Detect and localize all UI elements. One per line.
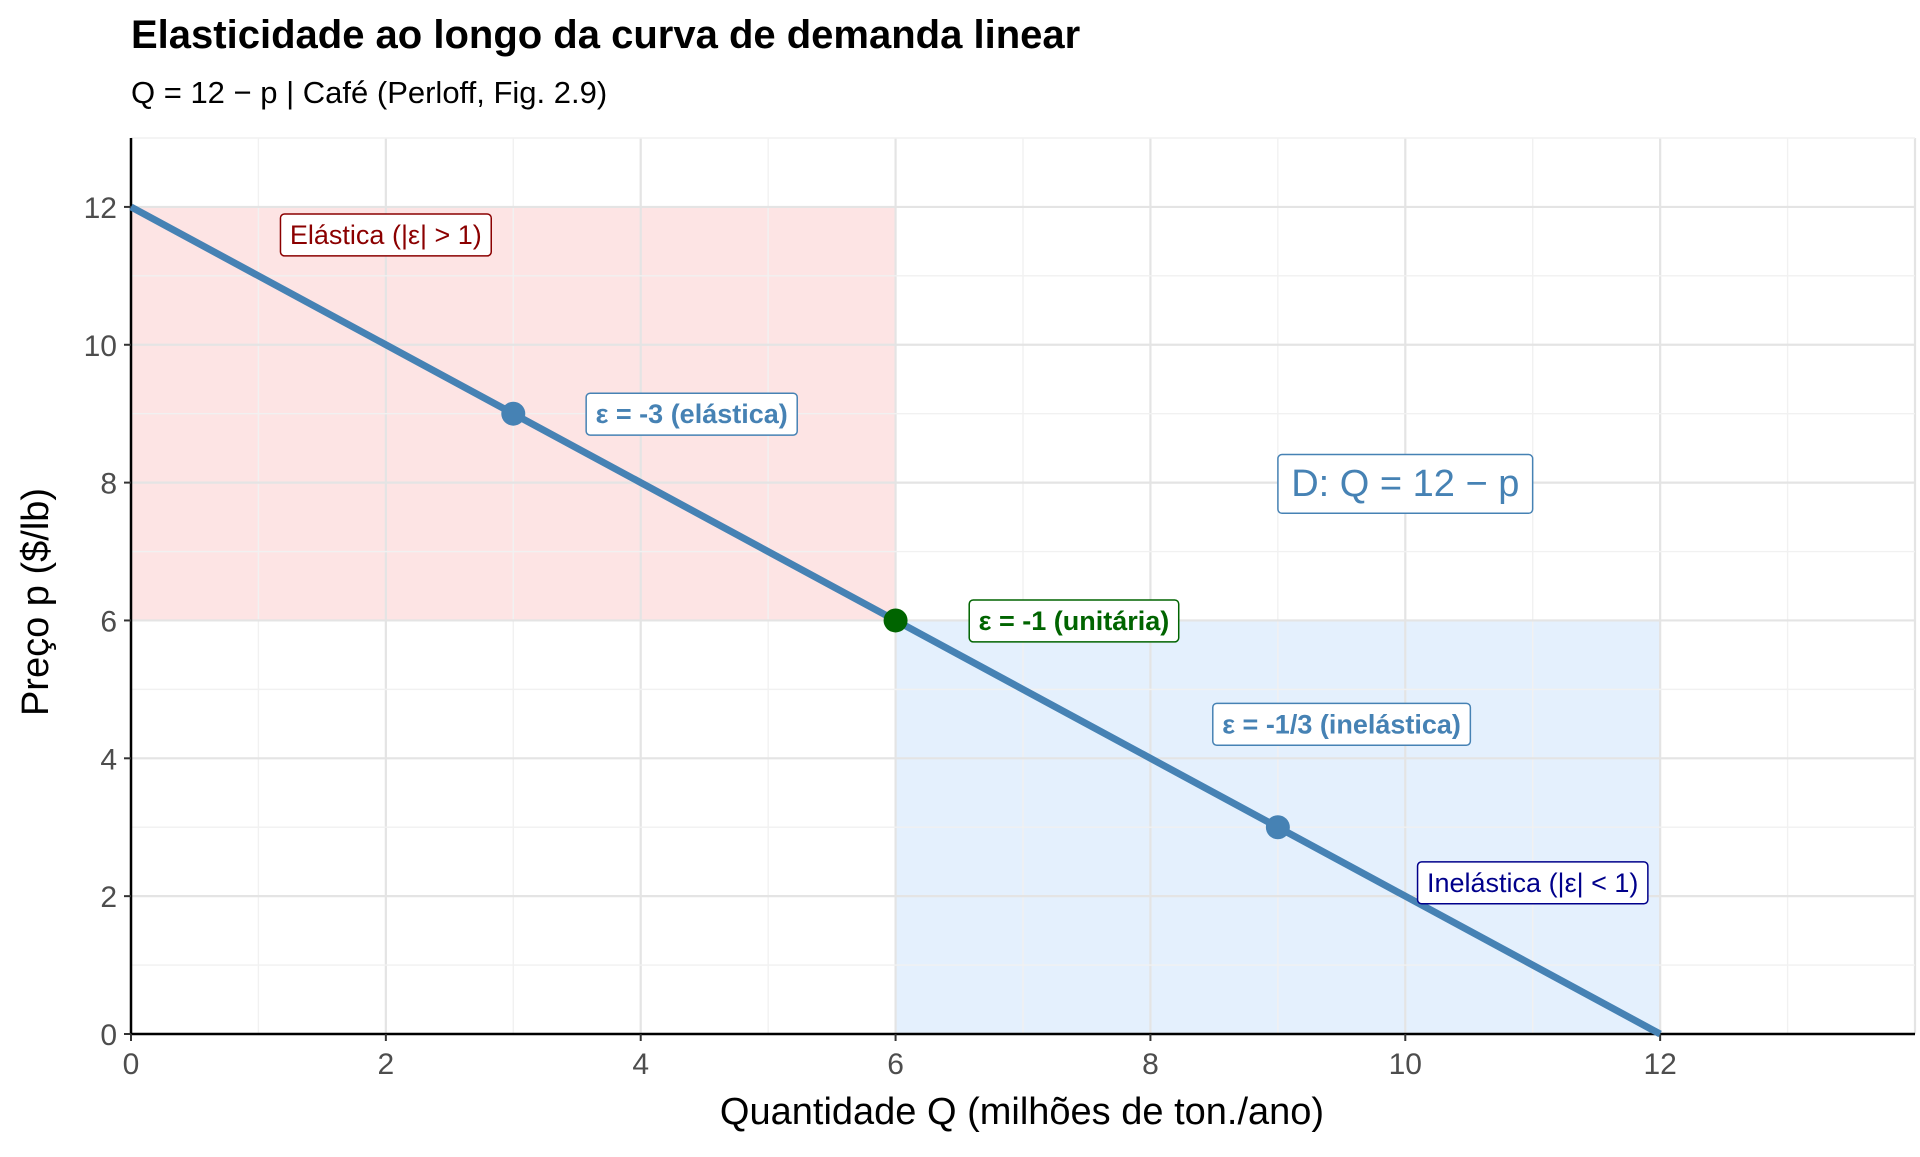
x-axis-label: Quantidade Q (milhões de ton./ano) bbox=[720, 1091, 1324, 1133]
demand-curve-label-text: D: Q = 12 − p bbox=[1291, 463, 1519, 505]
x-tick-label: 4 bbox=[632, 1048, 649, 1081]
x-tick-label: 8 bbox=[1142, 1048, 1159, 1081]
demand-curve-label: D: Q = 12 − p bbox=[1277, 453, 1534, 515]
elasticity-point-label-1-box bbox=[585, 392, 798, 436]
elasticity-point-label-3-text: ε = -1/3 (inelástica) bbox=[1222, 709, 1461, 739]
x-tick-label: 12 bbox=[1643, 1048, 1676, 1081]
inelastic-region-label: Inelástica (|ε| < 1) bbox=[1416, 861, 1649, 905]
y-tick-label: 0 bbox=[100, 1019, 117, 1052]
chart-title: Elasticidade ao longo da curva de demand… bbox=[131, 13, 1080, 57]
elasticity-point-label-3-box bbox=[1212, 702, 1472, 746]
x-tick-label: 0 bbox=[123, 1048, 140, 1081]
inelastic-region-label-text: Inelástica (|ε| < 1) bbox=[1427, 868, 1638, 898]
chart-subtitle: Q = 12 − p | Café (Perloff, Fig. 2.9) bbox=[131, 75, 607, 110]
y-tick-label: 2 bbox=[100, 881, 117, 914]
y-tick-label: 4 bbox=[100, 743, 117, 776]
elasticity-point-label-2: ε = -1 (unitária) bbox=[968, 599, 1180, 643]
y-tick-label: 8 bbox=[100, 468, 117, 501]
elasticity-point-label-3: ε = -1/3 (inelástica) bbox=[1212, 702, 1472, 746]
elasticity-point-1 bbox=[501, 401, 526, 426]
y-tick-label: 6 bbox=[100, 605, 117, 638]
elastic-region-label: Elástica (|ε| > 1) bbox=[279, 213, 492, 257]
elasticity-point-label-2-box bbox=[968, 599, 1180, 643]
elasticity-point-2 bbox=[883, 608, 908, 633]
axes bbox=[129, 138, 1915, 1036]
demand-curve-label-box bbox=[1277, 453, 1534, 515]
inelastic-region-label-box bbox=[1416, 861, 1649, 905]
elasticity-point-label-1: ε = -3 (elástica) bbox=[585, 392, 798, 436]
y-axis-label: Preço p ($/lb) bbox=[15, 488, 57, 716]
elastic-region-label-box bbox=[279, 213, 492, 257]
tick-labels: 0 2 4 6 8 10 12 0 2 4 6 8 10 12 bbox=[84, 192, 1677, 1081]
x-tick-label: 2 bbox=[378, 1048, 395, 1081]
y-tick-label: 10 bbox=[84, 330, 117, 363]
elasticity-point-3 bbox=[1265, 815, 1290, 840]
elastic-region-label-text: Elástica (|ε| > 1) bbox=[290, 220, 482, 250]
elasticity-point-label-2-text: ε = -1 (unitária) bbox=[979, 606, 1170, 636]
y-tick-label: 12 bbox=[84, 192, 117, 225]
x-tick-label: 6 bbox=[887, 1048, 904, 1081]
annotation-labels: Elástica (|ε| > 1) Inelástica (|ε| < 1) ε … bbox=[279, 213, 1649, 905]
elasticity-point-label-1-text: ε = -3 (elástica) bbox=[596, 399, 788, 429]
elasticity-points bbox=[501, 401, 1290, 840]
x-tick-label: 10 bbox=[1389, 1048, 1422, 1081]
